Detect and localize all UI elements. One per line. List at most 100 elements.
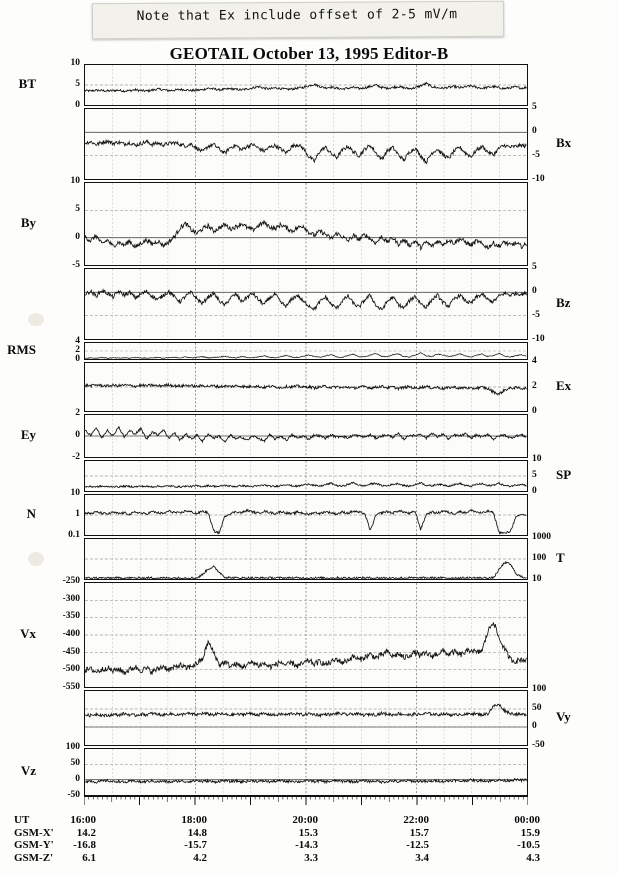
- axis-cell: 14.8: [187, 826, 207, 839]
- axis-cell: -15.7: [184, 839, 207, 851]
- panel-label-ey: Ey: [20, 427, 36, 442]
- tick-ey--2: -2: [72, 452, 80, 462]
- panel-label-bt: BT: [18, 76, 36, 91]
- tick-t-1000: 1000: [532, 532, 551, 542]
- panel-ey: [84, 414, 528, 458]
- axis-cell: -14.3: [295, 839, 318, 851]
- axis-cell: 14.2: [76, 826, 96, 839]
- panel-bt: [84, 64, 528, 106]
- tick-t-10: 10: [532, 574, 542, 584]
- axis-cell: 15.9: [520, 826, 540, 839]
- panel-label-n: N: [26, 506, 36, 521]
- tick-vy-0: 0: [532, 721, 537, 732]
- tick-by-10: 10: [70, 176, 81, 186]
- axis-cell: -10.5: [517, 839, 540, 851]
- tick-vz-100: 100: [65, 742, 80, 752]
- panel-label-t: T: [556, 550, 565, 565]
- axis-cell: -12.5: [406, 839, 429, 851]
- axis-cell: 15.7: [409, 826, 429, 839]
- time-axis-ruler: [84, 796, 528, 810]
- axis-cell: 4.2: [193, 851, 207, 864]
- axis-row-label: GSM-Y': [14, 839, 54, 851]
- tick-vz--50: -50: [67, 790, 80, 800]
- panel-label-by: By: [20, 215, 36, 230]
- tick-vx--300: -300: [62, 593, 80, 604]
- axis-row-gsmy: GSM-Y' -16.8 -15.7 -14.3 -12.5 -10.5: [14, 839, 604, 852]
- panel-label-vx: Vx: [20, 626, 36, 641]
- tick-vy-100: 100: [532, 684, 547, 694]
- panel-rms: [84, 342, 528, 360]
- panel-label-sp: SP: [556, 467, 572, 482]
- scan-smudge-left-lower: [28, 552, 44, 566]
- axis-row-label: GSM-X': [14, 826, 54, 839]
- axis-cell: 6.1: [82, 851, 96, 864]
- tick-vz-0: 0: [75, 774, 80, 784]
- panel-sp: [84, 460, 528, 492]
- axis-cell: 3.4: [415, 851, 429, 864]
- axis-cell: 18:00: [181, 814, 207, 826]
- scan-smudge-left-upper: [28, 313, 44, 326]
- tick-bx-0: 0: [532, 126, 537, 136]
- tick-bz--10: -10: [532, 334, 545, 344]
- tick-ey-2: 2: [75, 408, 80, 418]
- tick-sp-10: 10: [532, 454, 542, 464]
- panel-label-vy: Vy: [556, 709, 571, 724]
- page-title: GEOTAIL October 13, 1995 Editor-B: [169, 44, 449, 63]
- tick-rms-2: 2: [75, 345, 80, 355]
- axis-cell: 3.3: [304, 851, 318, 864]
- panel-ex: [84, 362, 528, 412]
- tick-bz-5: 5: [532, 262, 537, 272]
- tick-by-0: 0: [75, 232, 80, 242]
- panel-label-vz: Vz: [20, 763, 36, 778]
- bottom-axis-table: UT 16:00 18:00 20:00 22:00 00:00 GSM-X' 14.2 14.…: [14, 814, 604, 864]
- tick-rms-4: 4: [75, 336, 80, 346]
- tick-bt-5: 5: [75, 79, 80, 89]
- tick-ey-0: 0: [75, 430, 80, 440]
- tick-vx--450: -450: [62, 646, 80, 657]
- tick-vx--250: -250: [62, 576, 80, 586]
- tick-bz--5: -5: [532, 310, 540, 320]
- tick-vz-50: 50: [70, 758, 81, 768]
- tick-bx--5: -5: [532, 150, 540, 160]
- tick-by--5: -5: [72, 260, 80, 270]
- tick-n-1: 1: [75, 509, 80, 519]
- tick-vy-50: 50: [532, 702, 542, 713]
- tick-bx--10: -10: [532, 174, 545, 184]
- axis-row-label: GSM-Z': [14, 851, 54, 864]
- tick-rms-0: 0: [75, 354, 80, 364]
- tick-n-0.1: 0.1: [68, 530, 80, 540]
- axis-cell: 16:00: [70, 814, 96, 826]
- axis-row-gsmx: GSM-X' 14.2 14.8 15.3 15.7 15.9: [14, 827, 604, 840]
- tick-vx--500: -500: [62, 664, 80, 675]
- panel-bx: [84, 108, 528, 180]
- tick-vx--350: -350: [62, 611, 80, 622]
- axis-cell: 22:00: [403, 814, 429, 826]
- axis-cell: -16.8: [73, 839, 96, 851]
- tick-vy--50: -50: [532, 740, 545, 750]
- panel-label-rms: RMS: [7, 342, 36, 357]
- tick-by-5: 5: [75, 204, 80, 214]
- tick-sp-5: 5: [532, 470, 537, 480]
- tick-n-10: 10: [70, 488, 81, 498]
- axis-cell: 20:00: [292, 814, 318, 826]
- panel-label-ex: Ex: [556, 378, 572, 393]
- tick-ex-4: 4: [532, 356, 537, 366]
- tick-ex-2: 2: [532, 381, 537, 391]
- tick-t-100: 100: [532, 553, 547, 563]
- panel-by: [84, 182, 528, 266]
- tick-sp-0: 0: [532, 486, 537, 496]
- tick-ex-0: 0: [532, 406, 537, 416]
- tick-vx--550: -550: [62, 682, 80, 692]
- tick-bt-0: 0: [75, 100, 80, 110]
- axis-cell: 15.3: [298, 826, 318, 839]
- tick-bt-10: 10: [70, 58, 81, 68]
- axis-row-label: UT: [14, 814, 30, 826]
- panel-n: [84, 494, 528, 536]
- axis-cell: 4.3: [526, 851, 540, 864]
- tick-bz-0: 0: [532, 286, 537, 296]
- axis-row-ut: UT 16:00 18:00 20:00 22:00 00:00: [14, 814, 604, 827]
- tick-bx-5: 5: [532, 102, 537, 112]
- panel-t: [84, 538, 528, 580]
- tick-vx--400: -400: [62, 629, 80, 639]
